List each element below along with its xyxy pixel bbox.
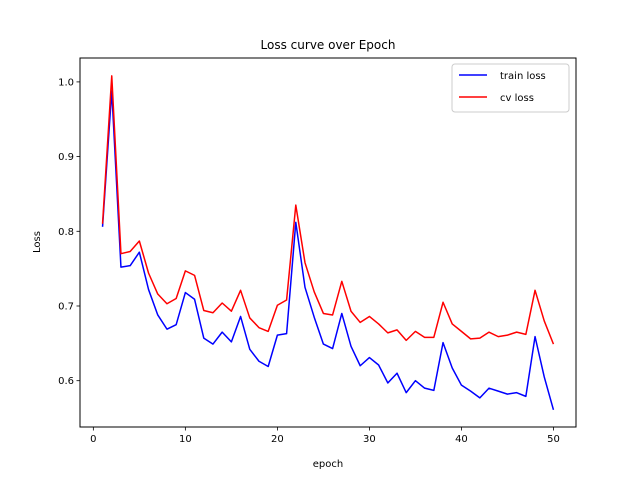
y-tick-label: 1.0 xyxy=(58,77,74,88)
legend-frame xyxy=(451,63,570,113)
y-axis-title: Loss xyxy=(32,231,43,253)
series-line-0 xyxy=(101,90,555,411)
x-tick-label: 10 xyxy=(179,434,192,445)
y-axis: 0.6 0.7 0.8 0.9 1.0 xyxy=(58,77,80,387)
x-tick-label: 30 xyxy=(363,434,376,445)
x-axis: 0 10 20 30 40 50 xyxy=(90,427,560,445)
chart-title: Loss curve over Epoch xyxy=(261,38,396,52)
series-line-1 xyxy=(101,75,555,345)
x-axis-title: epoch xyxy=(313,459,343,470)
y-tick-label: 0.8 xyxy=(58,227,74,238)
plot-frame xyxy=(79,57,577,428)
y-tick-label: 0.9 xyxy=(58,152,74,163)
y-tick-label: 0.7 xyxy=(58,301,74,312)
x-tick-label: 0 xyxy=(90,434,96,445)
legend: train loss cv loss xyxy=(451,63,570,113)
plot-area xyxy=(79,57,577,428)
x-tick-label: 20 xyxy=(271,434,284,445)
legend-label-0: train loss xyxy=(500,71,546,82)
x-tick-label: 50 xyxy=(547,434,560,445)
y-tick-label: 0.6 xyxy=(58,376,74,387)
legend-label-1: cv loss xyxy=(500,93,534,104)
x-tick-label: 40 xyxy=(455,434,468,445)
